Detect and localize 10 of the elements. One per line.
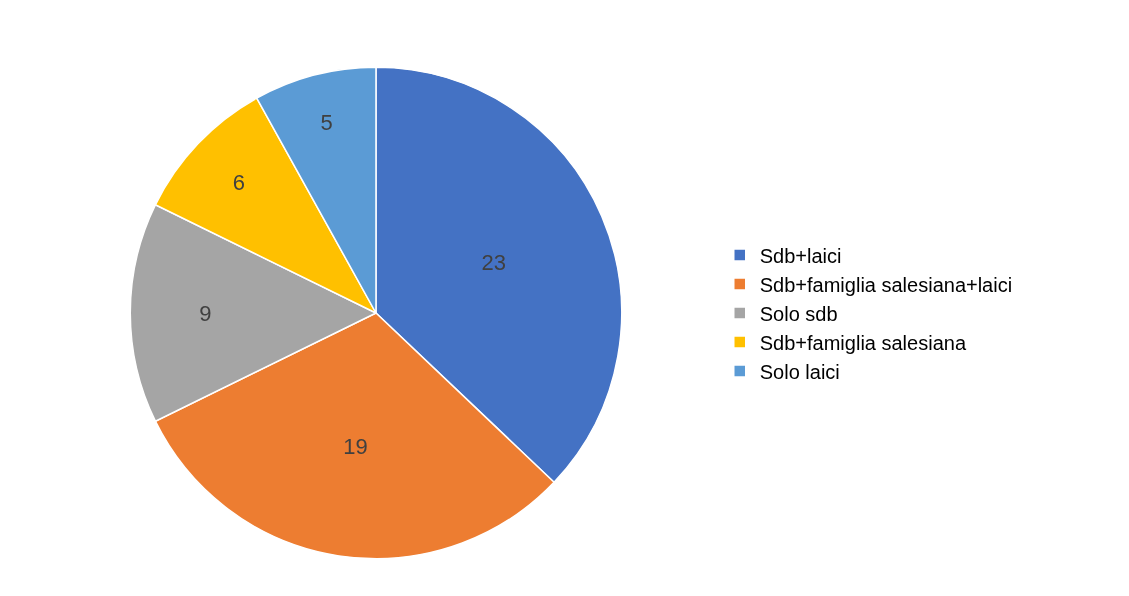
data-label: 6	[232, 170, 246, 196]
data-label: 19	[343, 433, 368, 459]
legend-label: Solo sdb	[759, 302, 838, 325]
data-label: 23	[481, 250, 506, 276]
data-label: 5	[320, 110, 333, 136]
legend-label: Solo laici	[759, 360, 840, 383]
legend-label: Sdb+laici	[759, 244, 842, 267]
legend-label: Sdb+famiglia salesiana+laici	[759, 273, 1013, 296]
legend-label: Sdb+famiglia salesiana	[759, 331, 967, 354]
data-label: 9	[199, 300, 212, 326]
